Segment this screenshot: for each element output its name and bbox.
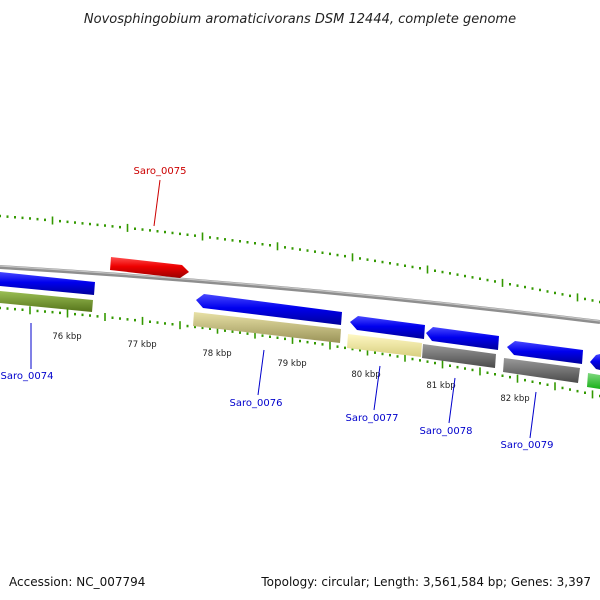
genome-summary-text: Topology: circular; Length: 3,561,584 bp… xyxy=(260,575,591,589)
gene-arrow-saro-0075[interactable] xyxy=(110,257,189,278)
map-title: Novosphingobium aromaticivorans DSM 1244… xyxy=(84,12,516,27)
gene-arrow-next[interactable] xyxy=(590,354,600,370)
accession-text: Accession: NC_007794 xyxy=(9,575,145,589)
scale-label-78kbp: 78 kbp xyxy=(202,349,231,359)
gene-label-saro-0078[interactable]: Saro_0078 xyxy=(420,426,473,437)
scale-label-76kbp: 76 kbp xyxy=(52,332,81,342)
gene-callout-saro-0079 xyxy=(529,391,537,439)
scale-label-79kbp: 79 kbp xyxy=(277,359,306,369)
cog-bar-saro-0078 xyxy=(422,344,496,368)
gene-callout-saro-0078 xyxy=(448,377,456,424)
gene-arrow-saro-0079[interactable] xyxy=(507,341,583,364)
gene-label-saro-0074[interactable]: Saro_0074 xyxy=(1,371,54,382)
gene-label-saro-0079[interactable]: Saro_0079 xyxy=(501,440,554,451)
gene-callout-saro-0076 xyxy=(257,349,265,396)
cog-bar-saro-0077 xyxy=(347,334,422,357)
gene-arrow-saro-0077[interactable] xyxy=(350,316,425,339)
scale-label-82kbp: 82 kbp xyxy=(500,394,529,404)
scale-label-81kbp: 81 kbp xyxy=(426,381,455,391)
cog-bar-saro-0076 xyxy=(193,312,341,343)
cog-bar-next xyxy=(587,373,600,389)
gene-label-saro-0076[interactable]: Saro_0076 xyxy=(230,398,283,409)
gene-arrow-saro-0078[interactable] xyxy=(426,327,499,350)
outer-tick-ring xyxy=(0,214,600,304)
gene-arrow-saro-0076[interactable] xyxy=(196,294,342,325)
gene-label-saro-0077[interactable]: Saro_0077 xyxy=(346,413,399,424)
gene-arrow-saro-0074[interactable] xyxy=(0,272,95,295)
scale-label-80kbp: 80 kbp xyxy=(351,370,380,380)
scale-label-77kbp: 77 kbp xyxy=(127,340,156,350)
gene-callout-saro-0075 xyxy=(153,179,161,227)
gene-label-saro-0075[interactable]: Saro_0075 xyxy=(134,166,187,177)
inner-tick-ring xyxy=(0,306,600,399)
cog-bar-saro-0079 xyxy=(503,358,580,383)
cog-bar-saro-0074 xyxy=(0,291,93,312)
genome-backbone xyxy=(0,265,600,324)
genome-backbone-highlight xyxy=(0,265,600,322)
gene-callout-saro-0077 xyxy=(373,365,381,411)
